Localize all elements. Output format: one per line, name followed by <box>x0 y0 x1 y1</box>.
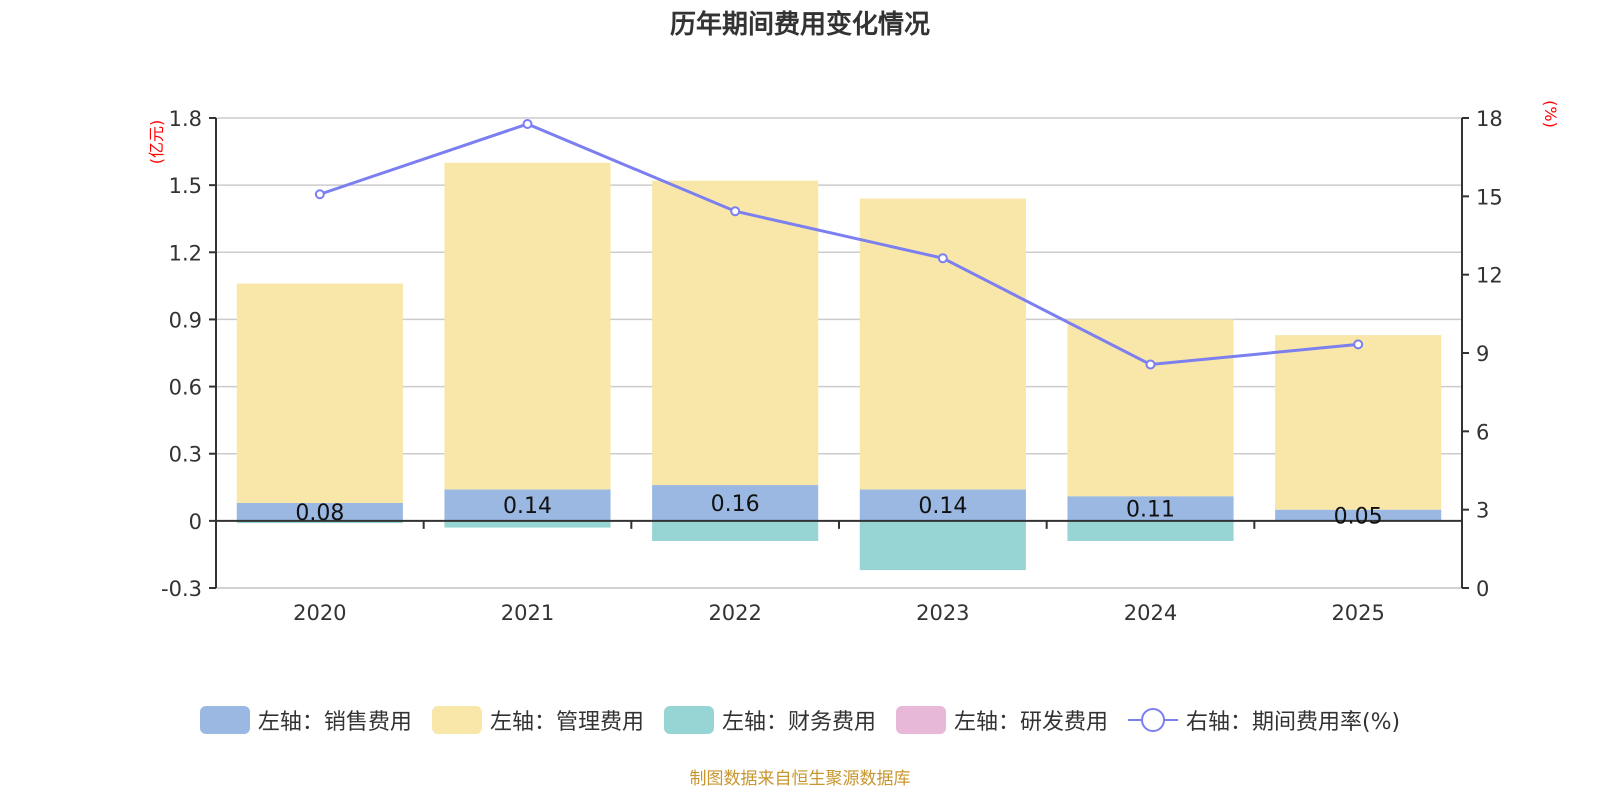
x-axis-tick-label: 2022 <box>708 601 761 625</box>
legend-swatch-sales <box>199 706 250 734</box>
bar-sales <box>236 502 403 521</box>
x-axis-tick-label: 2025 <box>1331 601 1384 625</box>
left-axis-tick-label: 0.6 <box>169 376 202 400</box>
bar-finance <box>444 520 611 528</box>
right-axis-tick-label: 3 <box>1476 499 1489 523</box>
right-axis-tick-label: 9 <box>1476 342 1489 366</box>
x-axis-tick-label: 2024 <box>1124 601 1177 625</box>
bar-sales <box>1275 509 1442 521</box>
rate-line-point <box>314 189 325 200</box>
legend-item-rd[interactable]: 左轴：研发费用 <box>895 704 1108 736</box>
bar-labels: 0.08 0.14 0.16 0.14 0.11 0.05 <box>295 492 1382 529</box>
x-axis-tick-label: 2021 <box>501 601 554 625</box>
legend: 左轴：销售费用 左轴：管理费用 左轴：财务费用 左轴：研发费用 右轴：期间费用率… <box>0 704 1600 736</box>
bar-admin <box>859 198 1026 490</box>
legend-item-finance[interactable]: 左轴：财务费用 <box>663 704 876 736</box>
legend-item-admin[interactable]: 左轴：管理费用 <box>431 704 644 736</box>
rate-line-point <box>522 119 533 130</box>
bar-label-sales: 0.16 <box>711 492 760 517</box>
right-axis-tick-label: 12 <box>1476 264 1503 288</box>
left-axis-tick-label: 0.3 <box>169 443 202 467</box>
legend-label-sales: 左轴：销售费用 <box>257 710 412 735</box>
bar-finance <box>236 520 403 524</box>
bars <box>236 162 1442 571</box>
legend-item-rate[interactable]: 右轴：期间费用率(%) <box>1127 704 1401 736</box>
bar-sales <box>652 485 819 521</box>
bar-finance <box>1067 520 1234 541</box>
data-source-footer: 制图数据来自恒生聚源数据库 <box>689 769 911 789</box>
bar-admin <box>236 283 403 503</box>
rate-line-path <box>319 122 1359 367</box>
rate-line-point <box>937 253 948 264</box>
x-axis-tick-label: 2023 <box>916 601 969 625</box>
right-axis-tick-label: 6 <box>1476 420 1489 444</box>
x-axis-tick-label: 2020 <box>293 601 346 625</box>
bar-label-sales: 0.14 <box>503 494 552 519</box>
axes: -0.3 0 0.3 0.6 0.9 1.2 1.5 1.8 0 3 6 9 12 15 18 2020 202… <box>161 107 1503 625</box>
bar-sales <box>859 489 1026 521</box>
chart-title: 历年期间费用变化情况 <box>669 10 930 40</box>
bar-admin <box>1067 319 1234 497</box>
left-axis-tick-label: 1.8 <box>169 107 202 131</box>
legend-label-finance: 左轴：财务费用 <box>721 710 876 735</box>
bar-finance <box>859 520 1026 571</box>
bar-sales <box>1067 496 1234 521</box>
bar-admin <box>652 180 819 486</box>
legend-line-circle-icon <box>1127 706 1178 734</box>
rate-line-point <box>1145 359 1156 370</box>
right-axis-tick-label: 0 <box>1476 577 1489 601</box>
legend-label-admin: 左轴：管理费用 <box>489 710 644 735</box>
legend-swatch-admin <box>431 706 482 734</box>
left-axis-tick-label: 0 <box>189 510 202 534</box>
left-axis-tick-label: -0.3 <box>161 577 202 601</box>
left-axis-tick-label: 0.9 <box>169 308 202 332</box>
bar-admin <box>444 162 611 490</box>
bar-finance <box>652 520 819 541</box>
right-axis-tick-label: 15 <box>1476 185 1503 209</box>
bar-admin <box>1275 335 1442 510</box>
chart-plot-area: -0.3 0 0.3 0.6 0.9 1.2 1.5 1.8 0 3 6 9 12 15 18 2020 202… <box>147 100 1560 625</box>
bar-label-sales: 0.11 <box>1126 498 1175 523</box>
right-axis-unit-label: (%) <box>1541 100 1560 128</box>
rate-line-point <box>1353 339 1364 350</box>
left-axis-tick-label: 1.5 <box>169 174 202 198</box>
bar-sales <box>444 489 611 521</box>
bar-label-sales: 0.14 <box>918 494 967 519</box>
gridlines <box>216 117 1462 589</box>
rate-line <box>314 119 1364 370</box>
bar-label-sales: 0.08 <box>295 501 344 526</box>
legend-label-rate: 右轴：期间费用率(%) <box>1185 710 1401 735</box>
right-axis-tick-label: 18 <box>1476 107 1503 131</box>
left-axis-tick-label: 1.2 <box>169 241 202 265</box>
legend-swatch-finance <box>663 706 714 734</box>
legend-label-rd: 左轴：研发费用 <box>953 710 1108 735</box>
rate-line-point <box>730 206 741 217</box>
legend-swatch-rd <box>895 706 946 734</box>
left-axis-unit-label: (亿元) <box>147 120 166 165</box>
bar-label-sales: 0.05 <box>1334 504 1383 529</box>
legend-item-sales[interactable]: 左轴：销售费用 <box>199 704 412 736</box>
